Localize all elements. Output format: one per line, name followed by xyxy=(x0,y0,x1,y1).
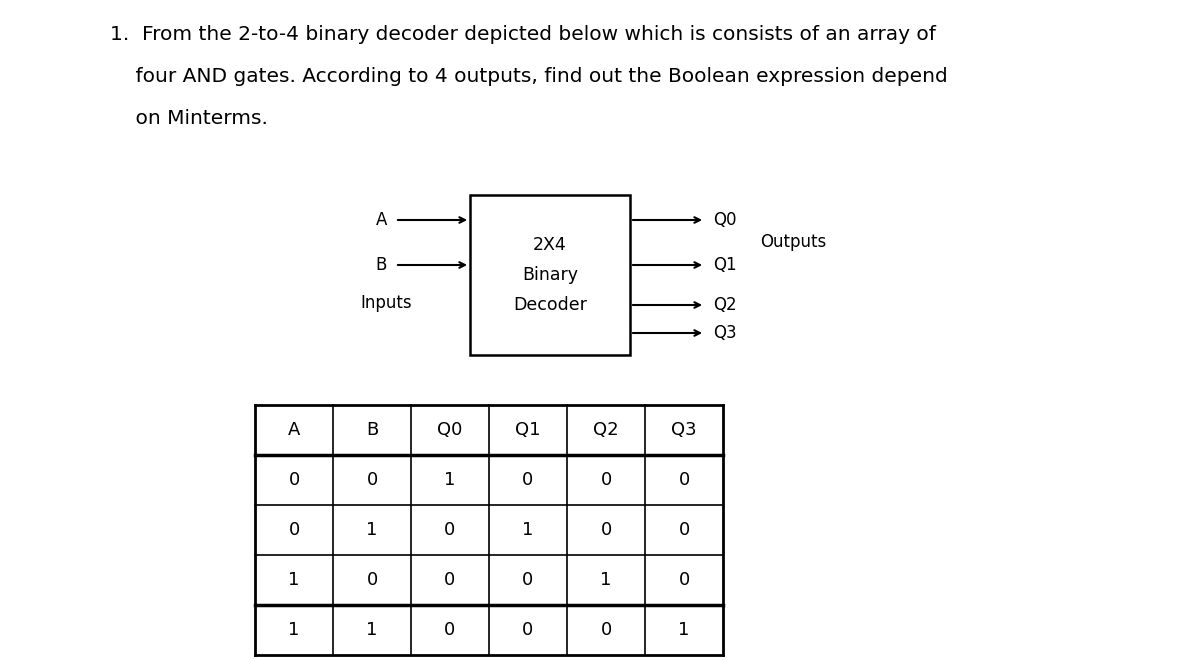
Text: Q2: Q2 xyxy=(593,421,619,439)
Text: 0: 0 xyxy=(444,571,456,589)
Text: Decoder: Decoder xyxy=(514,296,587,314)
Text: 1: 1 xyxy=(288,621,300,639)
Text: B: B xyxy=(376,256,386,274)
Text: Q1: Q1 xyxy=(713,256,737,274)
Text: 1: 1 xyxy=(522,521,534,539)
Text: 0: 0 xyxy=(600,471,612,489)
Text: 0: 0 xyxy=(678,471,690,489)
Text: 1: 1 xyxy=(366,521,378,539)
Text: four AND gates. According to 4 outputs, find out the Boolean expression depend: four AND gates. According to 4 outputs, … xyxy=(110,67,948,86)
Text: Q3: Q3 xyxy=(671,421,697,439)
Text: Outputs: Outputs xyxy=(760,234,827,251)
Text: 1: 1 xyxy=(600,571,612,589)
Text: 2X4: 2X4 xyxy=(533,236,566,254)
Text: B: B xyxy=(366,421,378,439)
Text: 0: 0 xyxy=(600,621,612,639)
Bar xyxy=(470,195,630,355)
Text: 0: 0 xyxy=(444,521,456,539)
Text: 0: 0 xyxy=(600,521,612,539)
Text: Binary: Binary xyxy=(522,266,578,284)
Text: A: A xyxy=(376,211,386,229)
Text: Q0: Q0 xyxy=(713,211,737,229)
Bar xyxy=(254,405,722,655)
Text: 0: 0 xyxy=(288,471,300,489)
Text: 0: 0 xyxy=(678,571,690,589)
Text: Q0: Q0 xyxy=(437,421,463,439)
Text: 0: 0 xyxy=(522,471,534,489)
Text: 1.  From the 2-to-4 binary decoder depicted below which is consists of an array : 1. From the 2-to-4 binary decoder depict… xyxy=(110,25,936,44)
Text: 0: 0 xyxy=(366,471,378,489)
Text: Q3: Q3 xyxy=(713,324,737,342)
Text: 1: 1 xyxy=(288,571,300,589)
Text: 1: 1 xyxy=(678,621,690,639)
Text: on Minterms.: on Minterms. xyxy=(110,109,268,128)
Text: Q2: Q2 xyxy=(713,296,737,314)
Text: 0: 0 xyxy=(522,621,534,639)
Text: Q1: Q1 xyxy=(515,421,541,439)
Text: 0: 0 xyxy=(366,571,378,589)
Text: Inputs: Inputs xyxy=(360,294,412,312)
Text: 0: 0 xyxy=(678,521,690,539)
Text: 0: 0 xyxy=(522,571,534,589)
Text: 0: 0 xyxy=(444,621,456,639)
Text: 0: 0 xyxy=(288,521,300,539)
Text: 1: 1 xyxy=(366,621,378,639)
Text: A: A xyxy=(288,421,300,439)
Text: 1: 1 xyxy=(444,471,456,489)
